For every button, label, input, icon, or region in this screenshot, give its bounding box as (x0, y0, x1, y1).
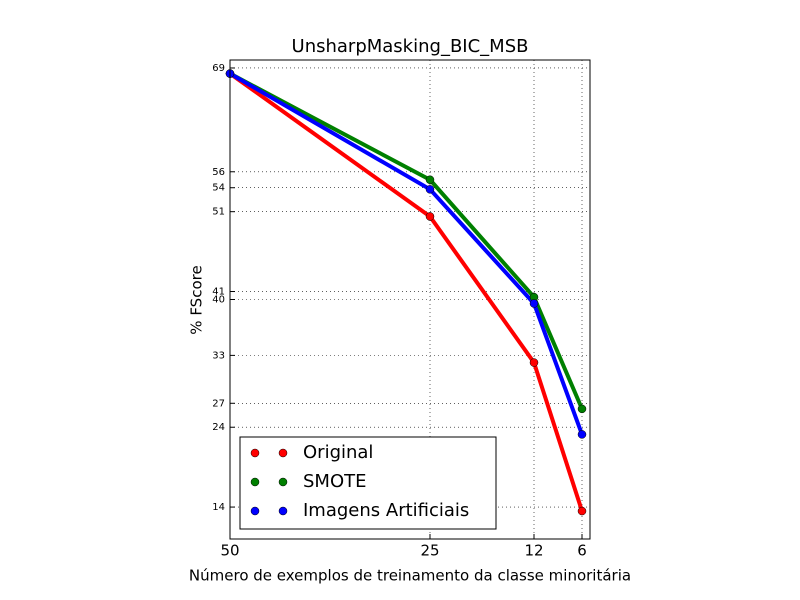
data-point (425, 212, 435, 221)
x-tick-label: 12 (524, 542, 543, 560)
legend-marker (250, 448, 260, 458)
y-tick-label: 27 (212, 398, 225, 409)
y-tick-label: 51 (212, 207, 225, 218)
y-tick-label: 24 (212, 422, 225, 433)
series-line (228, 71, 584, 436)
x-tick-label: 50 (220, 542, 239, 560)
data-point (577, 430, 587, 439)
series-line (228, 71, 584, 512)
y-tick-label: 14 (212, 502, 225, 513)
data-point (425, 185, 435, 194)
x-tick-label: 25 (420, 542, 439, 560)
y-tick-label: 54 (212, 183, 225, 194)
y-tick-label: 40 (212, 295, 225, 306)
legend-label: SMOTE (303, 471, 367, 492)
data-point (529, 299, 539, 308)
legend-marker (250, 477, 260, 487)
legend-marker (250, 506, 260, 516)
chart-title: UnsharpMasking_BIC_MSB (292, 36, 529, 57)
data-point (577, 506, 587, 516)
data-point (577, 404, 587, 414)
y-axis-label: % FScore (188, 265, 206, 334)
y-tick-label: 41 (212, 287, 225, 298)
x-axis-label: Número de exemplos de treinamento da cla… (189, 567, 631, 585)
series-line (229, 71, 584, 410)
plot-frame (229, 59, 591, 540)
x-tick-label: 6 (577, 542, 587, 560)
y-tick-label: 33 (212, 350, 225, 361)
legend-label: Imagens Artificiais (303, 500, 469, 521)
legend-marker (278, 506, 288, 516)
data-point (529, 358, 539, 367)
legend-label: Original (303, 442, 373, 463)
y-tick-label: 56 (212, 167, 225, 178)
legend-marker (278, 448, 288, 458)
data-point (425, 175, 435, 184)
legend-marker (278, 477, 288, 487)
y-tick-label: 69 (212, 63, 225, 74)
